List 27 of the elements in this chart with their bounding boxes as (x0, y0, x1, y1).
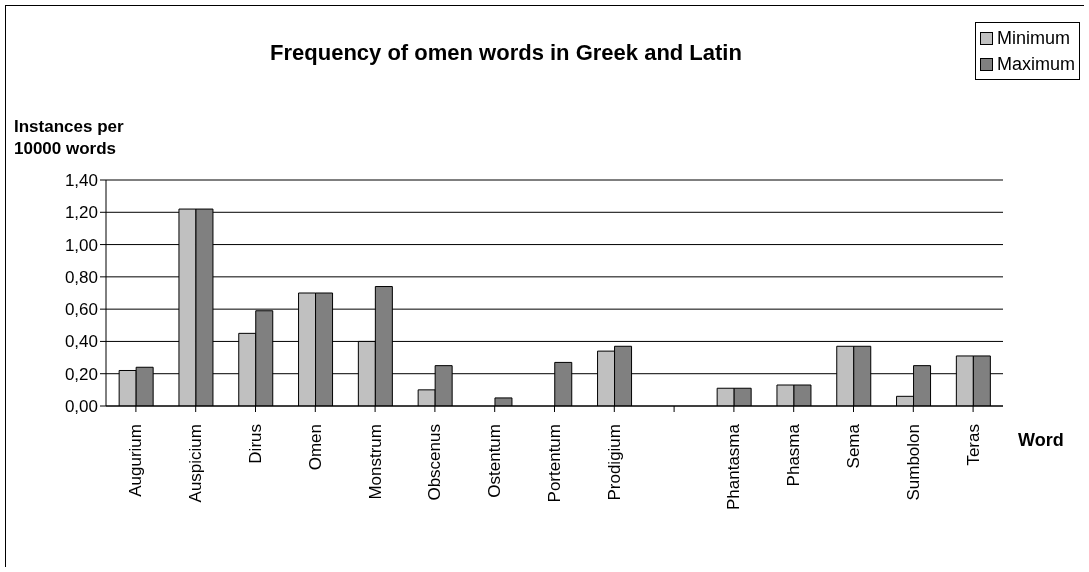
y-tick-label: 0,60 (64, 300, 98, 320)
x-tick-label: Sema (844, 423, 863, 469)
x-tick-label: Augurium (126, 424, 146, 497)
x-tick-label: Ostentum (485, 424, 505, 498)
x-tick-label: Prodigium (604, 424, 624, 501)
x-tick-label: Omen (305, 424, 325, 471)
x-axis-title: Word (1018, 430, 1064, 451)
x-tick-label: Teras (963, 424, 983, 466)
y-tick-label: 1,20 (64, 203, 98, 223)
y-tick-label: 1,40 (64, 171, 98, 191)
y-tick-label: 0,00 (64, 397, 98, 417)
x-tick-label: Monstrum (365, 424, 385, 500)
x-tick-label: Auspicium (186, 424, 206, 503)
x-tick-label: Sumbolon (903, 424, 923, 501)
x-tick-label: Dirus (246, 424, 265, 464)
chart-title: Frequency of omen words in Greek and Latin (269, 40, 743, 66)
x-tick-label: Obscenus (425, 424, 445, 501)
y-tick-label: 0,80 (64, 267, 98, 287)
y-tick-label: 1,00 (64, 235, 98, 255)
y-tick-label: 0,20 (64, 364, 98, 384)
legend-label: Minimum (996, 27, 1070, 50)
y-tick-label: 0,40 (64, 332, 98, 352)
x-tick-label: Portentum (545, 424, 564, 503)
x-tick-label: Phasma (784, 423, 804, 487)
legend-label: Maximum (996, 53, 1075, 76)
y-axis-title: Instances per 10000 words (14, 116, 125, 160)
x-tick-label: Phantasma (724, 423, 744, 510)
